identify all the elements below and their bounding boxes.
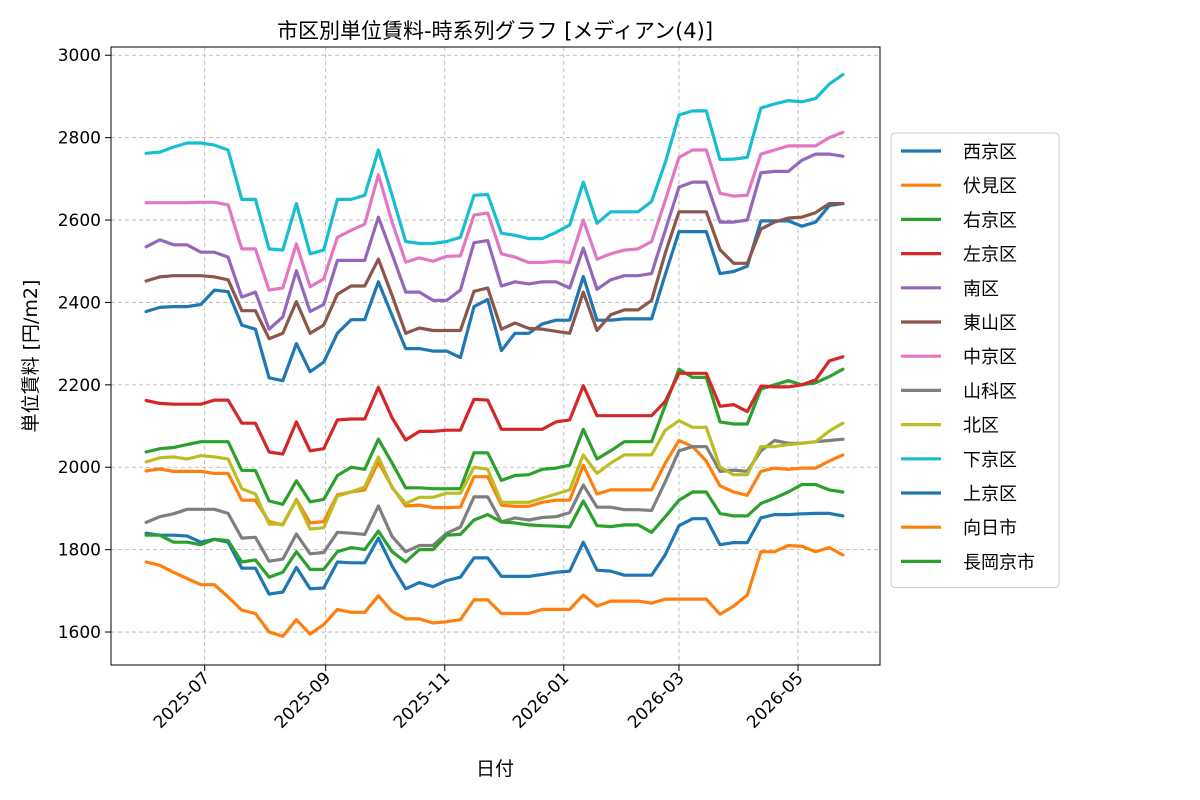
series-line (144, 511, 845, 596)
series-line (144, 419, 845, 531)
legend-entry-label: 北区 (963, 416, 999, 437)
series-line (144, 355, 845, 456)
x-axis-label: 日付 (476, 758, 514, 780)
legend-entry-label: 下京区 (963, 450, 1017, 471)
y-axis-ticks: 1600 1800 2000 2200 2400 2600 2800 3000 (58, 46, 111, 643)
y-tick-label: 2600 (58, 211, 101, 231)
series-lines (144, 72, 845, 638)
legend-entry-label: 南区 (963, 279, 999, 300)
y-tick-label: 2000 (58, 458, 101, 478)
y-axis-label: 単位賃料 [円/m2] (20, 280, 42, 433)
series-line (144, 202, 845, 341)
chart-title: 市区別単位賃料-時系列グラフ [メディアン(4)] (277, 19, 713, 43)
series-line (144, 543, 845, 638)
legend-entry-label: 西京区 (963, 142, 1017, 163)
legend-entry-label: 上京区 (963, 484, 1017, 505)
legend-entry-label: 向日市 (963, 518, 1017, 539)
y-tick-label: 2200 (58, 376, 101, 396)
y-tick-label: 3000 (58, 46, 101, 66)
legend-entry-label: 右京区 (963, 210, 1017, 231)
y-tick-label: 2800 (58, 129, 101, 149)
legend-entry-label: 伏見区 (963, 176, 1017, 197)
series-line (144, 152, 845, 331)
y-tick-label: 2400 (58, 293, 101, 313)
legend-entry-label: 左京区 (963, 245, 1017, 266)
y-tick-label: 1800 (58, 541, 101, 561)
series-line (144, 367, 845, 506)
series-line (144, 130, 845, 292)
legend-box (890, 132, 1060, 589)
legend-entry-label: 東山区 (963, 313, 1017, 334)
series-line (144, 482, 845, 579)
plot-frame (110, 46, 881, 666)
y-tick-label: 1600 (58, 623, 101, 643)
legend-entry-label: 中京区 (963, 347, 1017, 368)
series-line (144, 202, 845, 383)
legend-entry-label: 長岡京市 (963, 552, 1035, 573)
series-line (144, 72, 845, 256)
legend-entry-label: 山科区 (963, 381, 1017, 402)
